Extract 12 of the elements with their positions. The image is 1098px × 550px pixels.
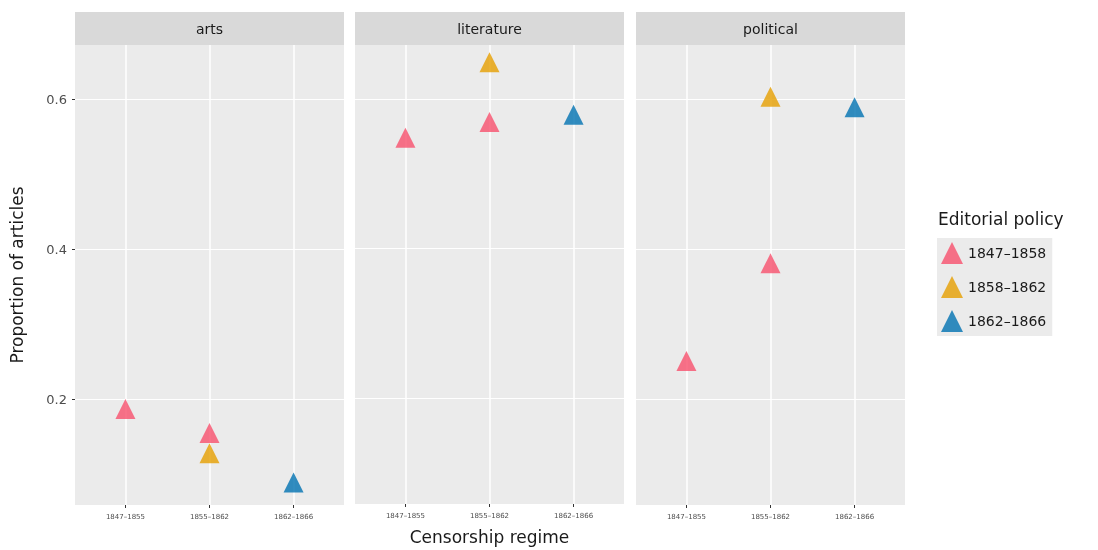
y-tick-label: 0.4 [46, 241, 67, 257]
chart-title: arts [195, 20, 224, 37]
y-axis-title: Proportion of articles [6, 186, 27, 364]
legend-label: 1858–1862 [968, 279, 1047, 295]
legend-label: 1847–1858 [968, 245, 1047, 261]
x-axis-title: Censorship regime [409, 526, 570, 547]
chart-title: political [743, 20, 798, 37]
legend-label: 1862–1866 [968, 313, 1047, 329]
y-tick-label: 0.6 [46, 91, 67, 107]
legend-title: Editorial policy [938, 208, 1064, 229]
chart-title: literature [457, 20, 522, 37]
y-tick-label: 0.2 [46, 391, 67, 407]
